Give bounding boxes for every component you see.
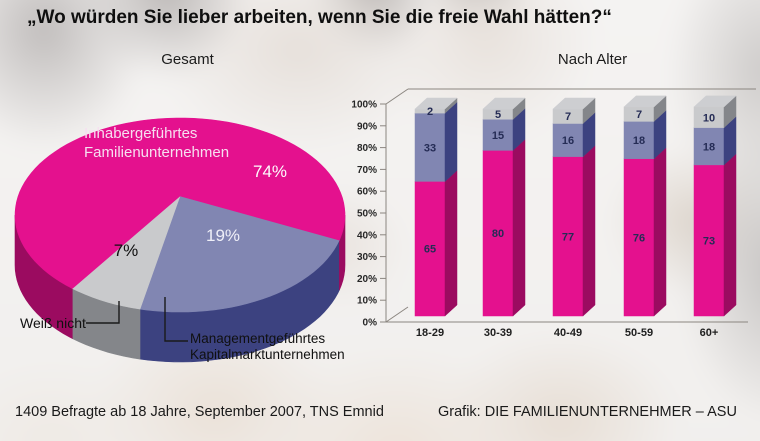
page-title: „Wo würden Sie lieber arbeiten, wenn Sie… [27, 7, 612, 28]
bar-value-label: 10 [703, 112, 715, 124]
bar-segment-front [552, 123, 584, 157]
bar-value-label: 15 [492, 130, 504, 142]
bar-segment-front [693, 127, 725, 166]
pie-value-family: 74% [252, 162, 288, 181]
bar-cap-top [414, 97, 458, 110]
y-tick-label: 70% [357, 165, 377, 176]
pie-top-1 [139, 195, 340, 313]
bar-value-label: 80 [492, 228, 504, 240]
pie-label-management: Managementgeführtes Kapitalmarktunterneh… [190, 331, 345, 362]
footer-credit: Grafik: DIE FAMILIENUNTERNEHMER – ASU [438, 404, 737, 420]
bar-value-label: 7 [636, 109, 642, 121]
y-tick-label: 60% [357, 187, 377, 198]
bar-cap-top [693, 95, 737, 108]
y-tick-label: 80% [357, 143, 377, 154]
bar-value-label: 33 [424, 142, 436, 154]
y-tick-label: 20% [357, 274, 377, 285]
x-category-label: 60+ [700, 327, 719, 339]
bar-segment-side [512, 138, 526, 317]
bar-subtitle: Nach Alter [557, 51, 628, 68]
bar-segment-side [582, 145, 596, 317]
bar-cap-top [482, 97, 526, 110]
leader-weiss-nicht [86, 301, 120, 324]
bar-value-label: 18 [633, 135, 645, 147]
bar-segment-side [653, 147, 667, 317]
bar-segment-side [723, 153, 737, 317]
bar-segment-front [623, 158, 655, 317]
y-tick-label: 90% [357, 121, 377, 132]
footer-source: 1409 Befragte ab 18 Jahre, September 200… [15, 404, 384, 420]
x-category-label: 30-39 [484, 327, 512, 339]
y-tick-label: 50% [357, 209, 377, 220]
leader-management [164, 297, 188, 342]
pie-top-0 [14, 117, 346, 289]
x-category-label: 18-29 [416, 327, 444, 339]
bar-value-label: 73 [703, 235, 715, 247]
bar-value-label: 65 [424, 244, 436, 256]
pie-top-2 [71, 195, 181, 310]
pie-value-dontknow: 7% [113, 241, 139, 260]
pie-value-management: 19% [205, 226, 241, 245]
bar-value-label: 2 [427, 106, 433, 118]
bar-segment-side [444, 101, 458, 183]
bar-value-label: 5 [495, 109, 501, 121]
bar-segment-front [414, 181, 446, 317]
bar-cap-top [552, 97, 596, 110]
y-tick-label: 100% [351, 100, 377, 111]
pie-subtitle: Gesamt [161, 51, 214, 68]
bar-group: 0% 10% 20% 30% 40% 50% 60% 70% 80% 90% 100% 18-29 30… [351, 88, 756, 339]
pie-label-weiss-nicht: Weiß nicht [20, 315, 86, 331]
bar-value-label: 76 [633, 232, 645, 244]
bar-segment-front [552, 156, 584, 317]
x-category-label: 40-49 [554, 327, 582, 339]
bar-segment-front [693, 164, 725, 317]
x-category-label: 50-59 [625, 327, 653, 339]
pie-slice-label-family: Inhabergeführtes Familienunternehmen [84, 125, 230, 161]
bar-value-label: 7 [565, 111, 571, 123]
bar-segment-front [623, 121, 655, 159]
y-tick-label: 0% [363, 318, 378, 329]
bar-cap-top [623, 95, 667, 108]
axis-line [385, 306, 409, 323]
pie-group [14, 117, 346, 363]
bar-value-label: 18 [703, 141, 715, 153]
bar-value-label: 16 [562, 135, 574, 147]
bar-segment-side [444, 169, 458, 317]
axis-line [385, 88, 409, 105]
y-tick-label: 10% [357, 296, 377, 307]
bar-value-label: 77 [562, 231, 574, 243]
y-tick-label: 30% [357, 252, 377, 263]
y-tick-label: 40% [357, 230, 377, 241]
